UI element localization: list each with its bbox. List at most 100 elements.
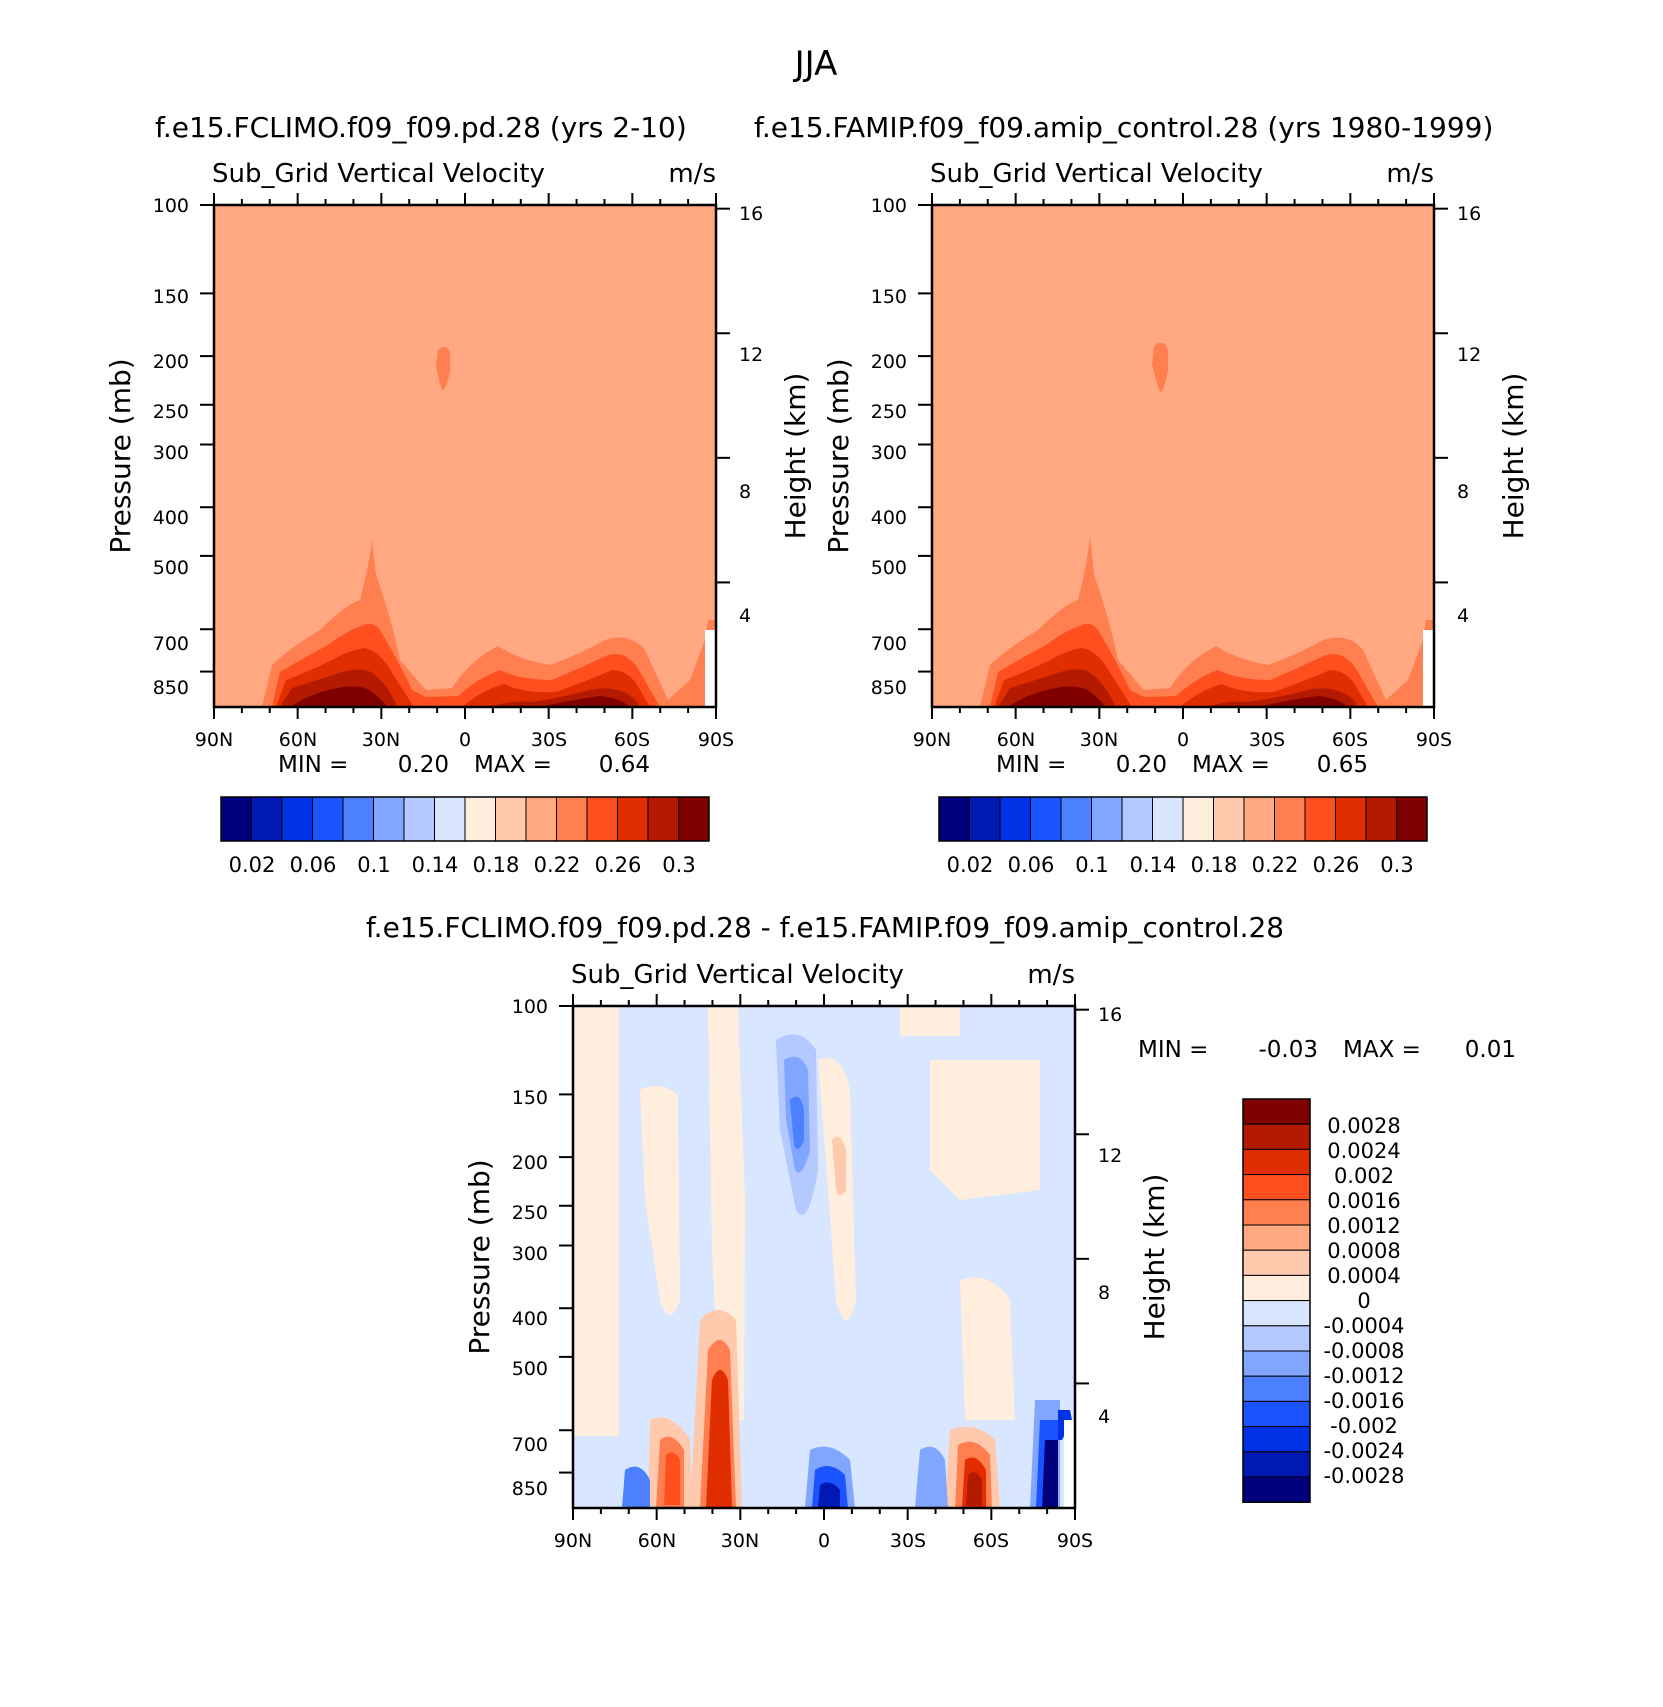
panel-1-height-tick-8: 8 <box>739 481 751 503</box>
panel-2-height-tick-8: 8 <box>1457 481 1469 503</box>
panel-1-y-tick-700: 700 <box>153 633 189 655</box>
panel-2-colorbar <box>938 796 1428 842</box>
colorbar-swatch <box>1213 796 1245 842</box>
colorbar-swatch <box>434 796 466 842</box>
panel-3-contour-pos-band <box>960 1277 1015 1420</box>
colorbar-swatch <box>220 796 252 842</box>
panel-3-colorbar-label: 0 <box>1357 1289 1370 1313</box>
panel-3-max-label: MAX = <box>1343 1037 1421 1063</box>
panel-3-y-tick-500: 500 <box>512 1358 548 1380</box>
colorbar-swatch <box>1242 1400 1311 1428</box>
colorbar-swatch <box>1242 1249 1311 1276</box>
panel-3-y-tick-150: 150 <box>512 1087 548 1109</box>
panel-1-max-value: 0.64 <box>599 752 650 778</box>
colorbar-swatch <box>647 796 679 842</box>
panel-3-contour-pos-band <box>900 1006 960 1036</box>
panel-1-height-tick-4: 4 <box>739 605 751 627</box>
panel-1-contour-level-5 <box>290 686 630 707</box>
panel-2-x-tick-90S: 90S <box>1416 729 1452 751</box>
panel-1-contour-upper-blob <box>436 346 450 390</box>
panel-3-x-tick-30N: 30N <box>721 1530 759 1552</box>
panel-1-background-field <box>214 205 716 707</box>
panel-2-missing-data-column <box>1423 630 1434 707</box>
panel-2-colorbar-label: 0.14 <box>1130 853 1177 877</box>
panel-1-height-tick-16: 16 <box>739 203 763 225</box>
panel-2-colorbar-label: 0.18 <box>1191 853 1238 877</box>
panel-3-contour-neg-band <box>1042 1440 1058 1508</box>
panel-3-missing-data-column <box>1064 1420 1075 1508</box>
colorbar-swatch <box>586 796 618 842</box>
panel-2-colorbar-label: 0.22 <box>1252 853 1299 877</box>
panel-2-y2-axis-label: Height (km) <box>1497 373 1530 540</box>
colorbar-swatch <box>1242 1426 1311 1453</box>
colorbar-swatch <box>1182 796 1214 842</box>
panel-3-x-tick-0: 0 <box>818 1530 830 1552</box>
panel-3-colorbar-label: 0.002 <box>1334 1164 1394 1188</box>
panel-2-y-tick-200: 200 <box>871 351 907 373</box>
panel-2-y-tick-300: 300 <box>871 442 907 464</box>
panel-3-contour-neg-band <box>818 1482 840 1508</box>
panel-3-contour-neg-band <box>622 1466 650 1508</box>
panel-3-colorbar-label: -0.0004 <box>1323 1314 1404 1338</box>
colorbar-swatch <box>1242 1199 1311 1226</box>
colorbar-swatch <box>617 796 649 842</box>
colorbar-swatch <box>312 796 344 842</box>
panel-3-plot-area <box>573 1006 1075 1508</box>
panel-2-units-label: m/s <box>1386 159 1434 189</box>
panel-3-units-label: m/s <box>1027 960 1075 990</box>
panel-3-colorbar-label: 0.0012 <box>1327 1214 1400 1238</box>
panel-3-height-tick-12: 12 <box>1098 1145 1122 1167</box>
panel-3-colorbar-label: 0.0004 <box>1327 1264 1400 1288</box>
colorbar-swatch <box>1274 796 1306 842</box>
panel-1-colorbar <box>220 796 710 842</box>
panel-3-height-tick-16: 16 <box>1098 1004 1122 1026</box>
panel-1-y-tick-150: 150 <box>153 286 189 308</box>
panel-1-x-tick-90S: 90S <box>698 729 734 751</box>
panel-3-contour-pos-band <box>573 1006 619 1436</box>
figure-title: JJA <box>793 44 838 84</box>
panel-2-y-tick-marks <box>918 204 1448 673</box>
colorbar-swatch <box>1243 796 1275 842</box>
panel-3-contour-pos-band <box>640 1086 680 1315</box>
colorbar-swatch <box>464 796 496 842</box>
panel-2-colorbar-label: 0.26 <box>1313 853 1360 877</box>
panel-3-contour-pos-band <box>930 1060 1040 1200</box>
panel-1-x-tick-30N: 30N <box>362 729 400 751</box>
panel-3-colorbar-label: 0.0016 <box>1327 1189 1400 1213</box>
panel-1-colorbar-label: 0.06 <box>290 853 337 877</box>
panel-1-variable-label: Sub_Grid Vertical Velocity <box>212 159 545 189</box>
colorbar-border <box>220 796 710 842</box>
panel-3-colorbar-label: -0.0008 <box>1323 1339 1404 1363</box>
panel-2-y-tick-400: 400 <box>871 507 907 529</box>
colorbar-swatch <box>1335 796 1367 842</box>
panel-3-y-tick-250: 250 <box>512 1202 548 1224</box>
colorbar-swatch <box>1242 1174 1311 1201</box>
panel-3-colorbar-label: 0.0028 <box>1327 1114 1400 1138</box>
panel-2-y-axis-label: Pressure (mb) <box>822 358 855 553</box>
panel-1-x-tick-0: 0 <box>459 729 471 751</box>
panel-2-x-tick-90N: 90N <box>913 729 951 751</box>
panel-2: f.e15.FAMIP.f09_f09.amip_control.28 (yrs… <box>754 111 1530 877</box>
panel-2-plot-area <box>932 205 1434 707</box>
colorbar-swatch <box>1121 796 1153 842</box>
panel-1-plot-area <box>214 205 716 707</box>
panel-1-x-tick-marks <box>213 193 717 719</box>
colorbar-swatch <box>1242 1325 1311 1352</box>
panel-3-colorbar-label: -0.002 <box>1330 1414 1398 1438</box>
panel-3-y-tick-700: 700 <box>512 1434 548 1456</box>
panel-1-y-tick-200: 200 <box>153 351 189 373</box>
panel-2-height-tick-4: 4 <box>1457 605 1469 627</box>
panel-2-x-tick-0: 0 <box>1177 729 1189 751</box>
panel-3-y-tick-200: 200 <box>512 1152 548 1174</box>
panel-1-y-tick-250: 250 <box>153 401 189 423</box>
panel-1-min-label: MIN = <box>278 752 348 778</box>
panel-2-y-tick-150: 150 <box>871 286 907 308</box>
panel-1-y-tick-500: 500 <box>153 557 189 579</box>
panel-3-colorbar-label: -0.0012 <box>1323 1364 1404 1388</box>
panel-3-colorbar-label: -0.0028 <box>1323 1464 1404 1488</box>
colorbar-swatch <box>1304 796 1336 842</box>
panel-3-x-tick-60N: 60N <box>638 1530 676 1552</box>
panel-2-variable-label: Sub_Grid Vertical Velocity <box>930 159 1263 189</box>
panel-1-x-tick-30S: 30S <box>531 729 567 751</box>
